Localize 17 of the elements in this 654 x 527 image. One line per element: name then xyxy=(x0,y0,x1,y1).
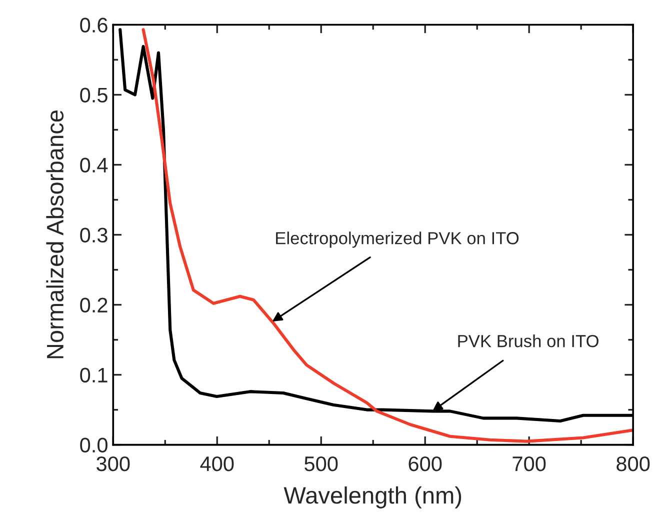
y-tick-label: 0.6 xyxy=(80,18,108,33)
y-tick-label: 0.1 xyxy=(80,368,108,383)
y-tick-label: 0.2 xyxy=(80,298,108,313)
x-tick-label: 700 xyxy=(512,456,546,472)
y-tick-label: 0.4 xyxy=(80,158,108,173)
x-tick-label: 500 xyxy=(304,456,338,472)
x-tick-label: 800 xyxy=(616,456,650,472)
y-axis-title: Normalized Absorbance xyxy=(46,110,64,358)
y-tick-label: 0.0 xyxy=(80,438,108,453)
x-tick-label: 300 xyxy=(96,456,130,472)
x-tick-label: 400 xyxy=(200,456,234,472)
x-tick-label: 600 xyxy=(408,456,442,472)
annotation: PVK Brush on ITO xyxy=(458,334,598,348)
y-tick-label: 0.3 xyxy=(80,228,108,243)
annotation: Electropolymerized PVK on ITO xyxy=(276,232,519,248)
x-axis-title: Wavelength (nm) xyxy=(284,486,462,508)
y-tick-label: 0.5 xyxy=(80,88,108,103)
